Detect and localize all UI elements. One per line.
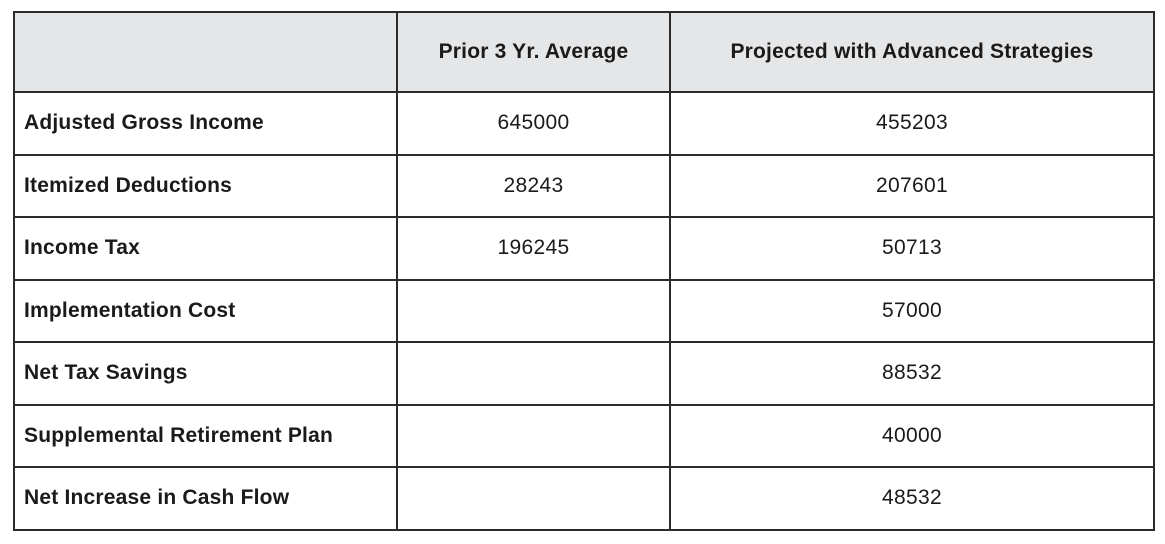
projected-value: 207601 [669, 153, 1155, 218]
header-projected: Projected with Advanced Strategies [669, 11, 1155, 93]
prior-value [396, 403, 671, 468]
table-row: Supplemental Retirement Plan 40000 [13, 403, 1155, 468]
header-empty-cell [13, 11, 398, 93]
row-label: Itemized Deductions [13, 153, 398, 218]
row-label: Net Increase in Cash Flow [13, 466, 398, 531]
row-label: Supplemental Retirement Plan [13, 403, 398, 468]
row-label: Implementation Cost [13, 278, 398, 343]
projected-value: 455203 [669, 91, 1155, 156]
table-body: Adjusted Gross Income 645000 455203 Item… [13, 91, 1155, 531]
table-row: Net Tax Savings 88532 [13, 341, 1155, 406]
projected-value: 48532 [669, 466, 1155, 531]
projected-value: 57000 [669, 278, 1155, 343]
prior-value [396, 466, 671, 531]
table-row: Income Tax 196245 50713 [13, 216, 1155, 281]
row-label: Income Tax [13, 216, 398, 281]
projected-value: 40000 [669, 403, 1155, 468]
prior-value [396, 278, 671, 343]
table-header: Prior 3 Yr. Average Projected with Advan… [13, 11, 1155, 93]
row-label: Adjusted Gross Income [13, 91, 398, 156]
prior-value: 28243 [396, 153, 671, 218]
prior-value: 196245 [396, 216, 671, 281]
tax-comparison-table: Prior 3 Yr. Average Projected with Advan… [13, 11, 1155, 531]
table-row: Adjusted Gross Income 645000 455203 [13, 91, 1155, 156]
projected-value: 88532 [669, 341, 1155, 406]
row-label: Net Tax Savings [13, 341, 398, 406]
table-row: Implementation Cost 57000 [13, 278, 1155, 343]
table-row: Itemized Deductions 28243 207601 [13, 153, 1155, 218]
prior-value: 645000 [396, 91, 671, 156]
header-prior-average: Prior 3 Yr. Average [396, 11, 671, 93]
table-row: Net Increase in Cash Flow 48532 [13, 466, 1155, 531]
tax-comparison-table-container: Prior 3 Yr. Average Projected with Advan… [13, 11, 1155, 531]
header-row: Prior 3 Yr. Average Projected with Advan… [13, 11, 1155, 93]
projected-value: 50713 [669, 216, 1155, 281]
prior-value [396, 341, 671, 406]
